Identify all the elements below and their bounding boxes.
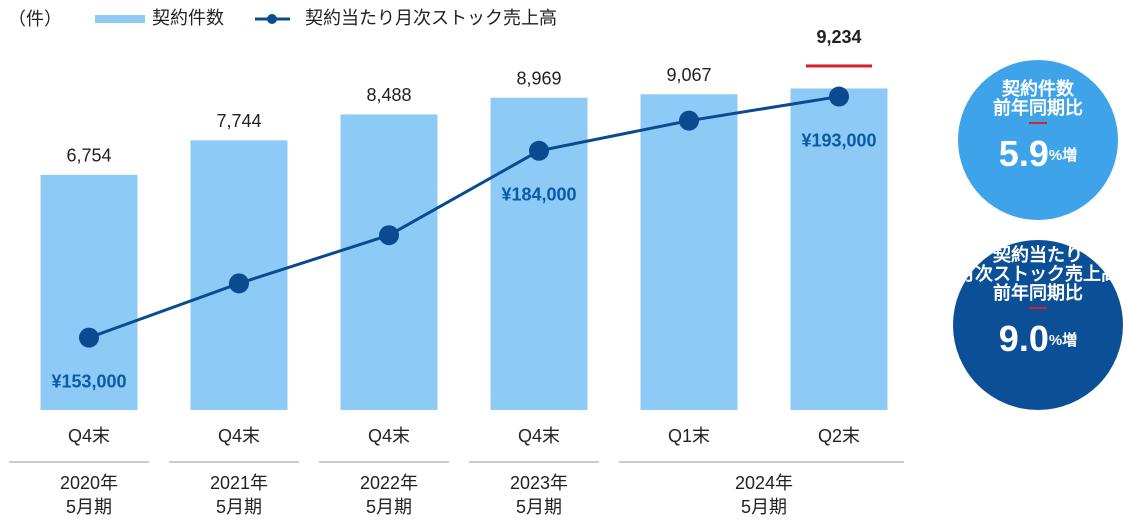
bar-value-label: 7,744	[216, 111, 261, 131]
badge	[953, 240, 1123, 410]
badge-text: 前年同期比	[993, 282, 1083, 303]
x-tick-label: Q4末	[218, 426, 260, 446]
group-period: 5月期	[66, 497, 112, 517]
badge-number: 5.9	[999, 133, 1049, 174]
line-point	[679, 110, 699, 131]
badge-value: 9.0%増	[999, 318, 1077, 359]
badge-text: 契約件数	[1001, 78, 1075, 99]
bar-value-label: 9,067	[666, 65, 711, 85]
badge-text: 月次ストック売上高	[956, 263, 1119, 284]
line	[88, 95, 840, 340]
badge-value: 5.9%増	[999, 133, 1077, 174]
legend-label: 契約当たり月次ストック売上高	[305, 8, 557, 28]
x-tick-label: Q1末	[668, 426, 710, 446]
group-year: 2022年	[360, 473, 418, 493]
badge	[958, 60, 1118, 220]
bar-value-label: 8,488	[366, 85, 411, 105]
group-period: 5月期	[366, 497, 412, 517]
badge-divider	[1029, 122, 1047, 124]
group-year: 2020年	[60, 473, 118, 493]
legend-label: 契約件数	[152, 8, 224, 28]
badge-unit: %増	[1049, 146, 1077, 164]
bar	[40, 174, 138, 410]
group-period: 5月期	[216, 497, 262, 517]
line-point	[229, 273, 249, 294]
badge-text: 契約当たり	[992, 244, 1083, 265]
x-tick-label: Q4末	[518, 426, 560, 446]
highlight-underline	[806, 64, 872, 68]
line-value-label: ¥184,000	[501, 185, 576, 205]
line-point	[379, 225, 399, 246]
line-point	[79, 327, 99, 348]
badge-unit: %増	[1049, 331, 1077, 349]
bar	[640, 94, 738, 410]
line-value-label: ¥193,000	[801, 130, 876, 150]
unit-label: （件）	[8, 9, 62, 29]
badge-number: 9.0	[999, 318, 1049, 359]
x-tick-label: Q4末	[68, 426, 110, 446]
bar	[790, 88, 888, 411]
x-tick-label: Q2末	[818, 426, 860, 446]
legend-swatch	[267, 14, 277, 24]
legend-swatch	[95, 15, 145, 23]
bar	[340, 114, 438, 410]
line-value-label: ¥153,000	[51, 371, 126, 391]
line-point	[829, 86, 849, 107]
x-tick-label: Q4末	[368, 426, 410, 446]
group-year: 2024年	[735, 473, 793, 493]
bar-value-label: 8,969	[516, 68, 561, 88]
bar-value-label: 6,754	[66, 146, 111, 166]
group-year: 2023年	[510, 473, 568, 493]
group-year: 2021年	[210, 473, 268, 493]
badge-text: 前年同期比	[993, 97, 1083, 118]
group-period: 5月期	[741, 497, 787, 517]
badge-divider	[1029, 307, 1047, 309]
line-point	[529, 140, 549, 161]
group-period: 5月期	[516, 497, 562, 517]
bar-value-label: 9,234	[816, 27, 861, 47]
